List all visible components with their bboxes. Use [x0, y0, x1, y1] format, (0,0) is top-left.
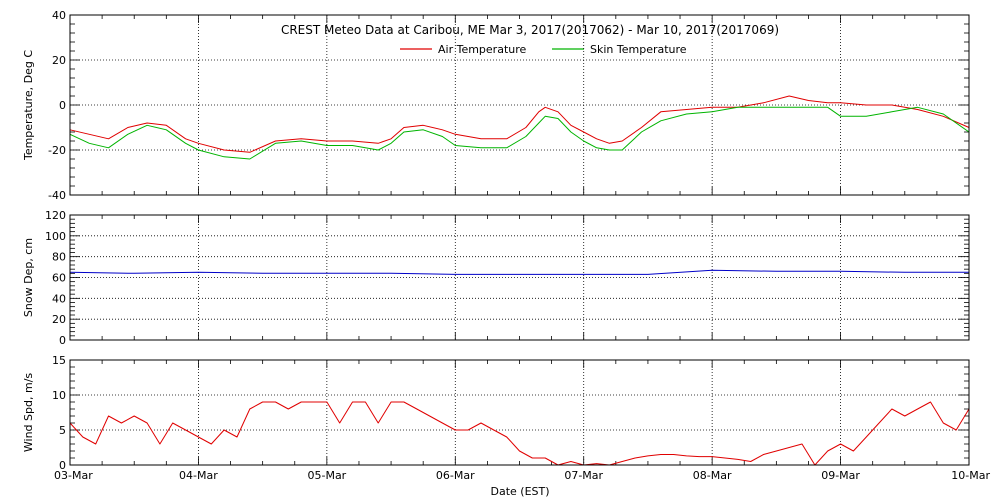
y-tick-label: 0 [59, 334, 66, 347]
y-tick-label: 10 [52, 389, 66, 402]
y-axis-title: Temperature, Deg C [22, 50, 35, 161]
series-line-2-0 [69, 401, 970, 466]
y-tick-label: 40 [52, 292, 66, 305]
x-axis-title: Date (EST) [490, 485, 549, 498]
panel-0: -40 -20 0 20 40 Temperature, Deg C [22, 9, 970, 202]
y-axis-title: Wind Spd, m/s [22, 373, 35, 453]
series-line-1-0 [69, 269, 969, 275]
y-tick-label: 100 [45, 230, 66, 243]
series-line-0-0 [69, 95, 970, 153]
panel-frame [69, 214, 970, 341]
y-tick-label: 20 [52, 313, 66, 326]
legend: Air Temperature Skin Temperature [400, 43, 687, 56]
y-tick-label: 0 [59, 459, 66, 472]
panel-2: 0 5 10 15 Wind Spd, m/s [22, 354, 970, 472]
y-tick-label: 40 [52, 9, 66, 22]
x-tick-label: 07-Mar [564, 469, 603, 482]
chart-title: CREST Meteo Data at Caribou, ME Mar 3, 2… [281, 23, 779, 37]
panel-frame [69, 359, 970, 466]
y-tick-label: 120 [45, 209, 66, 222]
x-tick-label: 06-Mar [436, 469, 475, 482]
x-tick-label: 10-Mar [951, 469, 990, 482]
x-tick-label: 04-Mar [179, 469, 218, 482]
panel-frame [69, 14, 970, 196]
y-tick-label: 0 [59, 99, 66, 112]
panel-1: 0 20 40 60 80 100 120 Snow Dep, cm [22, 209, 970, 347]
y-tick-label: -40 [48, 189, 66, 202]
chart-panels: -40 -20 0 20 40 Temperature, Deg C 0 20 40 60 80 10… [22, 9, 990, 482]
x-tick-label: 05-Mar [307, 469, 346, 482]
legend-skin-label: Skin Temperature [590, 43, 687, 56]
y-tick-label: 20 [52, 54, 66, 67]
x-tick-label: 03-Mar [54, 469, 93, 482]
legend-air-label: Air Temperature [438, 43, 527, 56]
y-axis-title: Snow Dep, cm [22, 238, 35, 317]
x-tick-label: 09-Mar [821, 469, 860, 482]
series-line-0-1 [69, 106, 970, 160]
y-tick-label: 15 [52, 354, 66, 367]
y-tick-label: 80 [52, 251, 66, 264]
y-tick-label: 60 [52, 272, 66, 285]
x-tick-label: 08-Mar [693, 469, 732, 482]
y-tick-label: -20 [48, 144, 66, 157]
y-tick-label: 5 [59, 424, 66, 437]
